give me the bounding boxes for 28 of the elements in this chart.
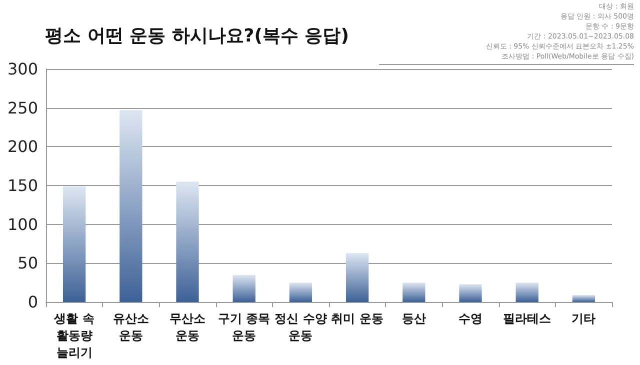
x-tick-label: 무산소 운동 — [170, 312, 206, 342]
bar — [516, 282, 538, 302]
chart-title: 평소 어떤 운동 하시나요?(복수 응답) — [45, 26, 349, 46]
bar — [572, 295, 596, 302]
x-tick-label: 기타 — [572, 312, 596, 326]
y-tick-label: 0 — [28, 292, 38, 312]
bar — [459, 284, 482, 302]
y-tick-label: 250 — [7, 98, 38, 118]
bar — [289, 282, 312, 302]
bar — [62, 186, 86, 302]
y-tick-label: 200 — [7, 137, 38, 156]
x-tick-label: 구기 종목 운동 — [218, 312, 270, 342]
x-tick-label: 유산소 운동 — [112, 312, 149, 342]
x-tick-label: 등산 — [402, 312, 426, 326]
x-tick-label: 취미 운동 — [331, 312, 384, 326]
bar — [402, 282, 426, 302]
y-tick-label: 100 — [7, 214, 38, 234]
bar — [176, 182, 199, 302]
x-tick-label: 수영 — [458, 312, 482, 326]
x-tick-label: 정신 수양 운동 — [274, 312, 327, 342]
x-tick-label: 필라테스 — [503, 312, 552, 326]
bar — [346, 253, 369, 302]
bar — [232, 274, 256, 302]
y-tick-label: 50 — [18, 254, 38, 273]
bar — [120, 110, 142, 302]
x-tick-label: 생활 속 활동량 늘리기 — [53, 312, 94, 360]
y-tick-label: 150 — [7, 176, 38, 195]
y-tick-label: 300 — [7, 60, 38, 78]
